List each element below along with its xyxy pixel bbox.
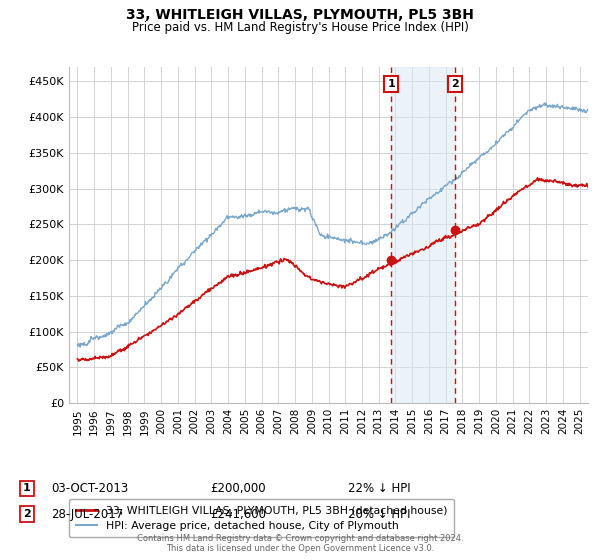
Text: 22% ↓ HPI: 22% ↓ HPI xyxy=(348,482,410,495)
Text: £200,000: £200,000 xyxy=(210,482,266,495)
Text: 33, WHITLEIGH VILLAS, PLYMOUTH, PL5 3BH: 33, WHITLEIGH VILLAS, PLYMOUTH, PL5 3BH xyxy=(126,8,474,22)
Text: 20% ↓ HPI: 20% ↓ HPI xyxy=(348,507,410,521)
Text: 03-OCT-2013: 03-OCT-2013 xyxy=(51,482,128,495)
Text: 1: 1 xyxy=(388,78,395,88)
Legend: 33, WHITLEIGH VILLAS, PLYMOUTH, PL5 3BH (detached house), HPI: Average price, de: 33, WHITLEIGH VILLAS, PLYMOUTH, PL5 3BH … xyxy=(69,499,454,537)
Text: 1: 1 xyxy=(23,483,31,493)
Text: 28-JUL-2017: 28-JUL-2017 xyxy=(51,507,123,521)
Text: Contains HM Land Registry data © Crown copyright and database right 2024.
This d: Contains HM Land Registry data © Crown c… xyxy=(137,534,463,553)
Text: 2: 2 xyxy=(451,78,459,88)
Text: Price paid vs. HM Land Registry's House Price Index (HPI): Price paid vs. HM Land Registry's House … xyxy=(131,21,469,34)
Bar xyxy=(391,67,455,403)
Text: £241,600: £241,600 xyxy=(210,507,266,521)
Text: 2: 2 xyxy=(23,509,31,519)
